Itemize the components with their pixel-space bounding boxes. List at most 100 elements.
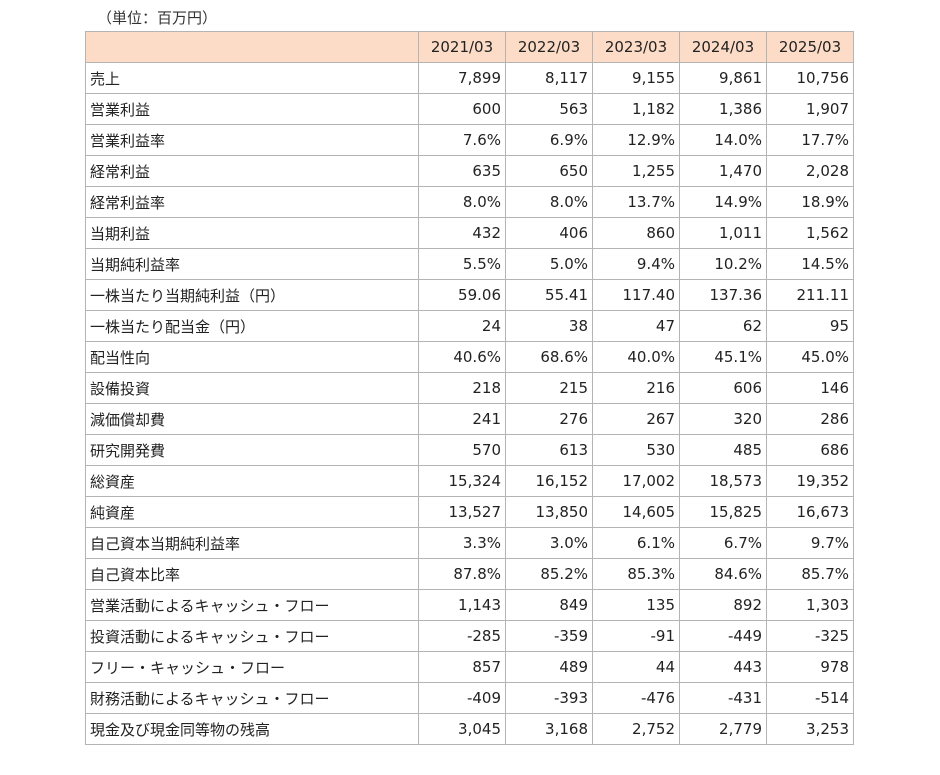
value-cell: 15,825 <box>679 496 767 528</box>
row-label: 配当性向 <box>85 341 419 373</box>
value-cell: 1,143 <box>418 589 506 621</box>
value-cell: 530 <box>592 434 680 466</box>
value-cell: 19,352 <box>766 465 854 497</box>
row-label: 純資産 <box>85 496 419 528</box>
header-row: 2021/03 2022/03 2023/03 2024/03 2025/03 <box>85 31 854 63</box>
table-row: 自己資本比率 87.8% 85.2% 85.3% 84.6% 85.7% <box>85 558 854 590</box>
header-corner-cell <box>85 31 419 63</box>
value-cell: 320 <box>679 403 767 435</box>
value-cell: 7,899 <box>418 62 506 94</box>
value-cell: -431 <box>679 682 767 714</box>
table-row: 営業利益率 7.6% 6.9% 12.9% 14.0% 17.7% <box>85 124 854 156</box>
table-row: 設備投資 218 215 216 606 146 <box>85 372 854 404</box>
table-row: 純資産 13,527 13,850 14,605 15,825 16,673 <box>85 496 854 528</box>
value-cell: -285 <box>418 620 506 652</box>
value-cell: 85.3% <box>592 558 680 590</box>
table-row: 当期利益 432 406 860 1,011 1,562 <box>85 217 854 249</box>
row-label: 自己資本当期純利益率 <box>85 527 419 559</box>
row-label: 研究開発費 <box>85 434 419 466</box>
value-cell: 3.0% <box>505 527 593 559</box>
value-cell: -409 <box>418 682 506 714</box>
value-cell: 135 <box>592 589 680 621</box>
value-cell: 406 <box>505 217 593 249</box>
value-cell: 6.1% <box>592 527 680 559</box>
row-label: 一株当たり配当金（円） <box>85 310 419 342</box>
value-cell: 5.0% <box>505 248 593 280</box>
table-row: 財務活動によるキャッシュ・フロー -409 -393 -476 -431 -514 <box>85 682 854 714</box>
value-cell: 13,527 <box>418 496 506 528</box>
value-cell: 47 <box>592 310 680 342</box>
value-cell: -91 <box>592 620 680 652</box>
row-label: 総資産 <box>85 465 419 497</box>
row-label: フリー・キャッシュ・フロー <box>85 651 419 683</box>
value-cell: 14,605 <box>592 496 680 528</box>
value-cell: 38 <box>505 310 593 342</box>
row-label: 経常利益 <box>85 155 419 187</box>
value-cell: 24 <box>418 310 506 342</box>
table-row: フリー・キャッシュ・フロー 857 489 44 443 978 <box>85 651 854 683</box>
value-cell: 8.0% <box>418 186 506 218</box>
table-row: 総資産 15,324 16,152 17,002 18,573 19,352 <box>85 465 854 497</box>
row-label: 当期利益 <box>85 217 419 249</box>
row-label: 自己資本比率 <box>85 558 419 590</box>
value-cell: 2,752 <box>592 713 680 745</box>
column-header: 2024/03 <box>679 31 767 63</box>
value-cell: 9,861 <box>679 62 767 94</box>
value-cell: 117.40 <box>592 279 680 311</box>
value-cell: 68.6% <box>505 341 593 373</box>
value-cell: 9,155 <box>592 62 680 94</box>
value-cell: 2,779 <box>679 713 767 745</box>
table-row: 減価償却費 241 276 267 320 286 <box>85 403 854 435</box>
row-label: 減価償却費 <box>85 403 419 435</box>
table-row: 投資活動によるキャッシュ・フロー -285 -359 -91 -449 -325 <box>85 620 854 652</box>
row-label: 一株当たり当期純利益（円） <box>85 279 419 311</box>
value-cell: -449 <box>679 620 767 652</box>
row-label: 営業利益 <box>85 93 419 125</box>
value-cell: 14.0% <box>679 124 767 156</box>
value-cell: 892 <box>679 589 767 621</box>
value-cell: 215 <box>505 372 593 404</box>
table-row: 研究開発費 570 613 530 485 686 <box>85 434 854 466</box>
table-row: 自己資本当期純利益率 3.3% 3.0% 6.1% 6.7% 9.7% <box>85 527 854 559</box>
value-cell: 1,470 <box>679 155 767 187</box>
column-header: 2023/03 <box>592 31 680 63</box>
value-cell: 18.9% <box>766 186 854 218</box>
value-cell: 15,324 <box>418 465 506 497</box>
table-row: 一株当たり配当金（円） 24 38 47 62 95 <box>85 310 854 342</box>
value-cell: 5.5% <box>418 248 506 280</box>
value-cell: 17.7% <box>766 124 854 156</box>
value-cell: 849 <box>505 589 593 621</box>
value-cell: 18,573 <box>679 465 767 497</box>
value-cell: 45.1% <box>679 341 767 373</box>
value-cell: 8.0% <box>505 186 593 218</box>
value-cell: 857 <box>418 651 506 683</box>
value-cell: 95 <box>766 310 854 342</box>
value-cell: 17,002 <box>592 465 680 497</box>
value-cell: 1,907 <box>766 93 854 125</box>
row-label: 現金及び現金同等物の残高 <box>85 713 419 745</box>
value-cell: 1,386 <box>679 93 767 125</box>
unit-label: （単位：百万円） <box>97 9 218 27</box>
value-cell: 12.9% <box>592 124 680 156</box>
value-cell: 44 <box>592 651 680 683</box>
row-label: 財務活動によるキャッシュ・フロー <box>85 682 419 714</box>
row-label: 営業活動によるキャッシュ・フロー <box>85 589 419 621</box>
table-row: 営業利益 600 563 1,182 1,386 1,907 <box>85 93 854 125</box>
value-cell: 14.5% <box>766 248 854 280</box>
value-cell: 686 <box>766 434 854 466</box>
value-cell: 2,028 <box>766 155 854 187</box>
value-cell: 3.3% <box>418 527 506 559</box>
value-cell: 600 <box>418 93 506 125</box>
value-cell: 276 <box>505 403 593 435</box>
value-cell: 3,253 <box>766 713 854 745</box>
financial-table: 2021/03 2022/03 2023/03 2024/03 2025/03 … <box>85 31 854 745</box>
table-row: 現金及び現金同等物の残高 3,045 3,168 2,752 2,779 3,253 <box>85 713 854 745</box>
value-cell: 45.0% <box>766 341 854 373</box>
value-cell: 40.6% <box>418 341 506 373</box>
column-header: 2021/03 <box>418 31 506 63</box>
value-cell: 146 <box>766 372 854 404</box>
value-cell: 6.9% <box>505 124 593 156</box>
value-cell: -325 <box>766 620 854 652</box>
value-cell: 563 <box>505 93 593 125</box>
value-cell: -476 <box>592 682 680 714</box>
